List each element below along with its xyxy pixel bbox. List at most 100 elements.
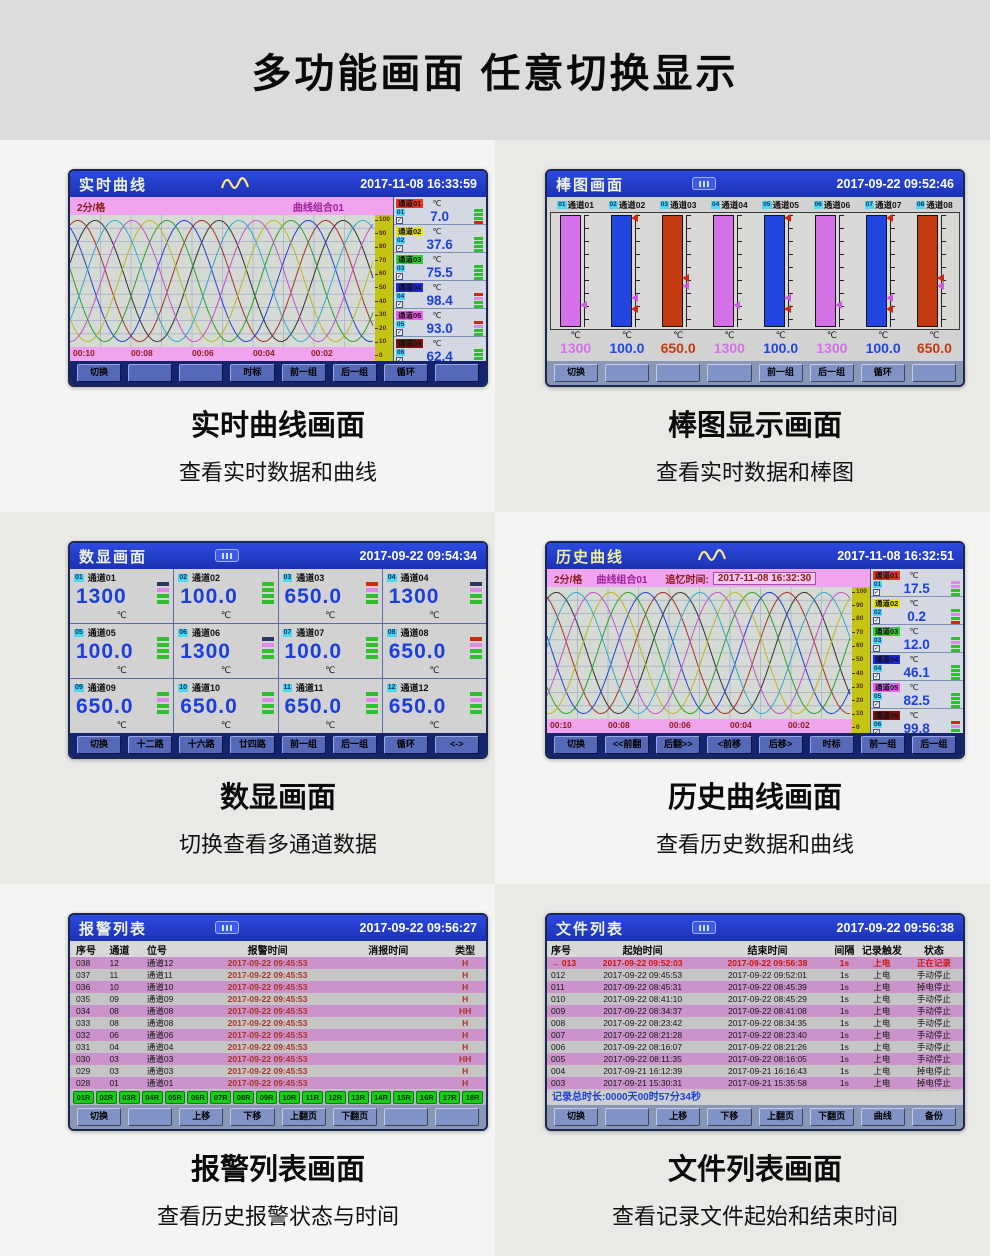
softkey-blank[interactable]: [128, 1108, 173, 1126]
channel-checkbox-icon[interactable]: ✓: [873, 644, 880, 652]
channel-checkbox-icon[interactable]: ✓: [873, 700, 880, 708]
file-row[interactable]: → 013 2017-09-22 09:52:03 2017-09-22 09:56…: [547, 957, 963, 969]
alarm-type: H: [462, 958, 469, 968]
file-table-body: → 013 2017-09-22 09:52:03 2017-09-22 09:56…: [547, 957, 963, 1113]
softkey-后一组[interactable]: 后一组: [332, 736, 377, 754]
file-seq: 003: [551, 1078, 566, 1088]
caption-bargraph: 棒图显示画面 查看实时数据和棒图: [545, 402, 965, 487]
softkey-blank[interactable]: [434, 1108, 479, 1126]
seq: 037: [76, 970, 91, 980]
softkey-时标[interactable]: 时标: [230, 364, 275, 382]
channel-number-badge: 04: [873, 664, 883, 672]
bar-value-block: ℃ 1300: [806, 330, 857, 361]
column-header: 位号: [146, 945, 167, 957]
softkey-<前移[interactable]: <前移: [707, 736, 752, 754]
softkey-blank[interactable]: [434, 364, 479, 382]
softkey-时标[interactable]: 时标: [809, 736, 854, 754]
channel-checkbox-icon[interactable]: ✓: [396, 216, 403, 224]
softkey-前一组[interactable]: 前一组: [860, 736, 905, 754]
bar-value-block: ℃ 100.0: [601, 330, 652, 361]
softkey-blank[interactable]: [605, 1108, 650, 1126]
usb-icon: [692, 921, 716, 934]
digital-channel-cell: 01 通道01 1300 ℃: [70, 569, 174, 623]
bar-channel-label: 02 通道02: [601, 199, 652, 211]
recall-time-value[interactable]: 2017-11-08 16:32:30: [712, 571, 817, 585]
softkey-后移>[interactable]: 后移>: [758, 736, 803, 754]
column-header: 记录触发: [861, 945, 902, 957]
softkey-廿四路[interactable]: 廿四路: [230, 736, 275, 754]
softkey-切换[interactable]: 切换: [77, 736, 122, 754]
softkey-循环[interactable]: 循环: [383, 364, 428, 382]
softkey-后一组[interactable]: 后一组: [911, 736, 956, 754]
softkey-blank[interactable]: [128, 364, 173, 382]
channel-checkbox-icon[interactable]: ✓: [396, 328, 403, 336]
softkey-循环[interactable]: 循环: [383, 736, 428, 754]
softkey-下移[interactable]: 下移: [707, 1108, 752, 1126]
softkey-后一组[interactable]: 后一组: [809, 364, 854, 382]
softkey-前一组[interactable]: 前一组: [281, 736, 326, 754]
channel-name: 通道09: [87, 683, 116, 693]
caption-subtitle: 查看实时数据和曲线: [178, 460, 377, 485]
x-tick-label: 00:02: [310, 348, 333, 358]
y-tick-label: 100: [375, 216, 393, 223]
channel-checkbox-icon[interactable]: ✓: [396, 272, 403, 280]
channel-unit: ℃: [432, 338, 442, 348]
channel-unit: ℃: [909, 710, 919, 720]
record-trigger: 上电: [873, 1042, 891, 1052]
softkey-上翻页[interactable]: 上翻页: [281, 1108, 326, 1126]
alarm-time: 2017-09-22 09:45:53: [227, 982, 308, 992]
softkey-前一组[interactable]: 前一组: [758, 364, 803, 382]
history-plot: 100 90 80 70 60 50 40 30 20 10 0 00:10 00:08 00:06 00…: [547, 587, 870, 733]
softkey-切换[interactable]: 切换: [554, 364, 599, 382]
softkey-切换[interactable]: 切换: [77, 1108, 122, 1126]
channel-checkbox-icon[interactable]: ✓: [396, 300, 403, 308]
softkey-切换[interactable]: 切换: [77, 364, 122, 382]
softkey-blank[interactable]: [656, 364, 701, 382]
softkey-循环[interactable]: 循环: [860, 364, 905, 382]
channel-checkbox-icon[interactable]: ✓: [873, 588, 880, 596]
record-trigger: 上电: [873, 1018, 891, 1028]
channel-name: 通道01: [567, 199, 594, 210]
softkey-备份[interactable]: 备份: [911, 1108, 956, 1126]
softkey-上移[interactable]: 上移: [179, 1108, 224, 1126]
channel-checkbox-icon[interactable]: ✓: [873, 616, 880, 624]
channel-number-badge: 10: [178, 683, 189, 692]
softkey-前一组[interactable]: 前一组: [281, 364, 326, 382]
softkey-切换[interactable]: 切换: [554, 1108, 599, 1126]
softkey-上移[interactable]: 上移: [656, 1108, 701, 1126]
end-time: 2017-09-22 08:21:26: [727, 1042, 807, 1052]
channel-value: 37.6: [426, 236, 453, 252]
softkey-blank[interactable]: [383, 1108, 428, 1126]
channel-no: 08: [109, 1006, 119, 1016]
softkey-下翻页[interactable]: 下翻页: [332, 1108, 377, 1126]
softkey-后翻>>[interactable]: 后翻>>: [656, 736, 701, 754]
alarm-table-header: 序号 通道 位号 报警时间 消报时间 类型: [70, 941, 486, 957]
channel-checkbox-icon[interactable]: ✓: [873, 672, 880, 680]
alarm-setpoint-marker-icon: [783, 214, 791, 223]
softkey-<->[interactable]: <->: [434, 736, 479, 754]
softkey-下移[interactable]: 下移: [230, 1108, 275, 1126]
channel-checkbox-icon[interactable]: ✓: [396, 244, 403, 252]
caption-title: 文件列表画面: [667, 1154, 842, 1186]
channel-unit: ℃: [432, 310, 442, 320]
softkey-切换[interactable]: 切换: [554, 736, 599, 754]
clock: 2017-09-22 09:56:38: [836, 921, 954, 935]
softkey-blank[interactable]: [605, 364, 650, 382]
softkey-bar: 切换 时标 前一组 后一组 循环: [70, 361, 486, 385]
alarm-setpoint-marker-icon: [885, 305, 893, 314]
softkey-blank[interactable]: [911, 364, 956, 382]
channel-number-badge: 05: [762, 200, 772, 209]
softkey-下翻页[interactable]: 下翻页: [809, 1108, 854, 1126]
digital-channel-cell: 12 通道12 650.0 ℃: [382, 679, 486, 733]
bar-value-block: ℃ 100.0: [858, 330, 909, 361]
softkey-<<前翻[interactable]: <<前翻: [605, 736, 650, 754]
softkey-上翻页[interactable]: 上翻页: [758, 1108, 803, 1126]
softkey-blank[interactable]: [707, 364, 752, 382]
softkey-曲线[interactable]: 曲线: [860, 1108, 905, 1126]
channel-unit: ℃: [429, 720, 440, 730]
softkey-后一组[interactable]: 后一组: [332, 364, 377, 382]
channel-unit: ℃: [429, 610, 440, 620]
softkey-blank[interactable]: [179, 364, 224, 382]
softkey-十六路[interactable]: 十六路: [179, 736, 224, 754]
softkey-十二路[interactable]: 十二路: [128, 736, 173, 754]
